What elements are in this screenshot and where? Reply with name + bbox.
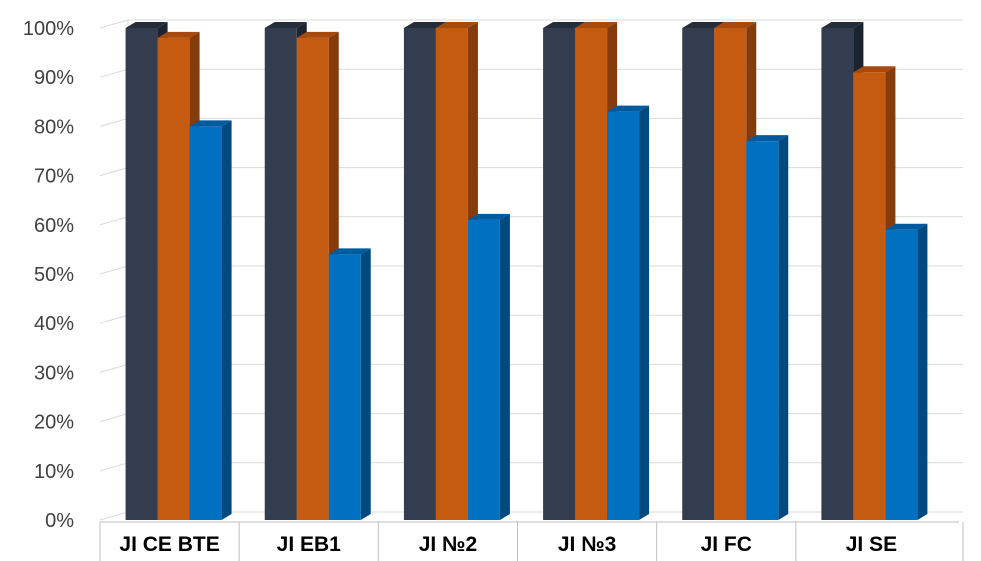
bar-front [125,28,158,520]
y-tick-label: 90% [34,67,74,89]
bar-side [778,135,789,520]
x-tick-label: JI №2 [419,533,477,556]
y-tick-label: 100% [23,18,74,40]
bar-front [157,37,190,521]
bar-front [682,28,715,520]
bar-front [853,72,886,520]
bar-front [296,37,329,521]
bar-front [607,111,640,520]
bar-side [639,105,650,520]
bar-side [917,223,928,520]
bar-top [575,22,618,28]
bar [189,120,232,521]
bar-top [885,223,928,230]
x-tick-label: JI CE BTE [119,533,219,556]
bar-top [296,31,339,38]
bar-top [125,22,168,28]
bar-top [543,22,586,28]
bar-top [328,248,371,255]
bar-top [189,120,232,127]
bar-top [157,31,200,38]
x-tick-label: JI №3 [558,533,616,556]
bar-top [264,22,307,28]
x-axis: JI CE BTE JI EB1 JI №2 JI №3 JI FC JI SE [99,521,964,561]
bar-front [264,28,297,520]
bar-front [885,229,918,520]
y-tick-label: 80% [34,116,74,138]
bar-top [821,22,864,28]
y-tick-label: 50% [34,264,74,286]
bar-top [403,22,446,28]
gridline-diagonal [99,19,129,29]
y-tick-label: 60% [34,215,74,237]
gridline-diagonal [99,314,129,324]
bar-top [467,213,510,220]
x-tick-label: JI FC [701,533,752,556]
gridline-diagonal [99,68,129,78]
gridline-diagonal [99,511,129,521]
bar-front [435,28,468,520]
bar [467,213,510,520]
gridline-diagonal [99,117,129,127]
bar-top [682,22,725,28]
gridline-diagonal [99,167,129,177]
gridline-diagonal [99,363,129,373]
bar-front [746,141,779,520]
y-tick-label: 70% [34,166,74,188]
y-tick-label: 10% [34,461,74,483]
y-tick-label: 30% [34,362,74,384]
gridline-diagonal [99,265,129,275]
y-axis: 0% 10% 20% 30% 40% 50% 60% 70% 80% 90% 100% [23,18,74,532]
bar-top [607,105,650,112]
y-tick-label: 40% [34,313,74,335]
gridline-diagonal [99,216,129,226]
bar [885,223,928,520]
bar-front [403,28,436,520]
bar-side [360,248,371,520]
bar-front [714,28,747,520]
y-tick-label: 0% [45,510,74,532]
bar [607,105,650,520]
bar-front [467,219,500,520]
gridline-diagonal [99,413,129,423]
bar-top [746,135,789,142]
bar-side [221,120,232,521]
bar-side [499,213,510,520]
bar-front [821,28,854,520]
bar-front [328,254,361,520]
x-tick-label: JI SE [846,533,897,556]
bar-top [435,22,478,28]
bar-front [189,126,222,521]
x-tick-label: JI EB1 [277,533,342,556]
bar-front [543,28,576,520]
bar [328,248,371,520]
bars-layer [125,22,928,521]
gridline-diagonal [99,462,129,472]
bar [746,135,789,520]
bar-top [853,66,896,73]
y-tick-label: 20% [34,412,74,434]
bar-front [575,28,608,520]
bar-top [714,22,757,28]
